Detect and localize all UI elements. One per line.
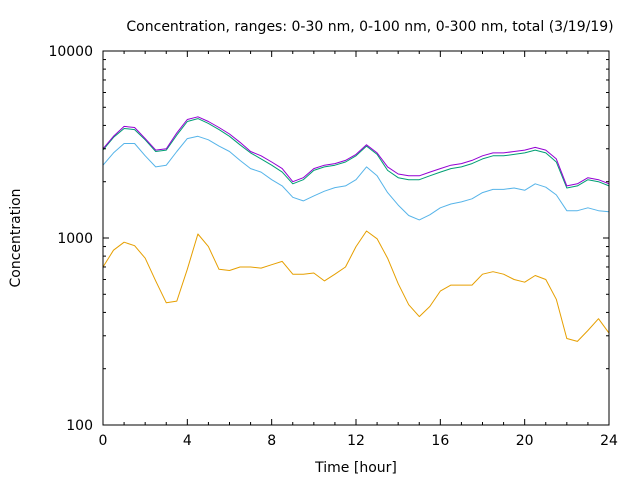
y-tick-label: 100 [66, 418, 93, 434]
x-tick-label: 20 [516, 433, 534, 449]
series-group [102, 116, 610, 342]
y-tick-label: 10000 [48, 44, 93, 60]
series-line-4 [102, 116, 610, 187]
x-tick-label: 0 [99, 433, 108, 449]
series-line-1 [102, 230, 610, 342]
chart-title: Concentration, ranges: 0-30 nm, 0-100 nm… [126, 19, 613, 35]
y-axis-label: Concentration [8, 188, 24, 287]
series-line-2 [102, 135, 610, 221]
plot-frame [102, 50, 610, 426]
series-line-3 [102, 118, 610, 189]
x-axis-label: Time [hour] [314, 460, 397, 476]
x-tick-label: 8 [267, 433, 276, 449]
y-tick-label: 1000 [57, 231, 93, 247]
y-axis: 100 1000 10000 [48, 44, 609, 434]
x-tick-label: 24 [600, 433, 618, 449]
x-tick-label: 4 [183, 433, 192, 449]
x-axis: 0 4 8 12 16 20 24 [99, 51, 618, 449]
x-tick-label: 12 [347, 433, 365, 449]
x-tick-label: 16 [431, 433, 449, 449]
